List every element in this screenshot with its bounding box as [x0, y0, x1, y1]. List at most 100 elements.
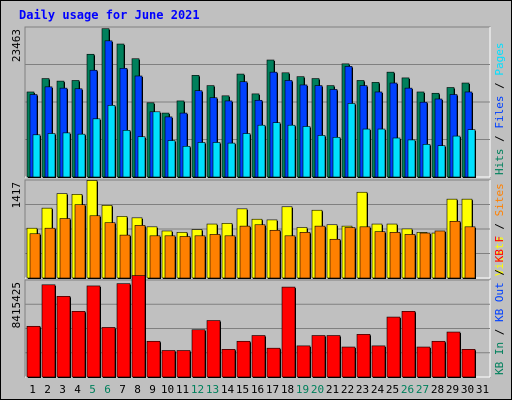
bar-pages-day-13: [212, 142, 221, 178]
x-tick-label: 31: [476, 383, 489, 396]
bar-sites-day-19: [299, 232, 311, 279]
bar-kb-f-day-26: [401, 310, 416, 378]
bar-sites-day-11: [179, 236, 191, 279]
x-tick-label: 29: [446, 383, 459, 396]
bar-sites-day-9: [149, 235, 161, 279]
x-tick-label: 9: [149, 383, 156, 396]
bar-kb-f-day-30: [461, 349, 476, 378]
x-tick-label: 24: [371, 383, 385, 396]
x-tick-label: 23: [356, 383, 369, 396]
bar-kb-f-day-1: [26, 325, 41, 378]
bar-kb-f-day-23: [356, 334, 371, 378]
y-max-label: 23463: [10, 29, 23, 62]
bar-sites-day-10: [164, 235, 176, 279]
legend-entry: Files: [493, 96, 506, 129]
bar-pages-day-28: [437, 145, 446, 178]
bar-pages-day-11: [182, 146, 191, 178]
x-tick-label: 18: [281, 383, 294, 396]
legend-entry: KB In: [493, 342, 506, 375]
bar-sites-day-21: [329, 238, 341, 279]
bar-sites-day-27: [419, 232, 431, 279]
legend-separator: /: [493, 129, 506, 149]
legend-separator: /: [493, 322, 506, 342]
bar-pages-day-5: [92, 118, 101, 178]
bar-kb-f-day-13: [206, 320, 221, 378]
bar-sites-day-3: [59, 218, 71, 279]
legend-entry: Pages: [493, 43, 506, 76]
bar-pages-day-6: [107, 105, 116, 178]
y-max-label: 1417: [10, 182, 23, 209]
bar-kb-f-day-7: [116, 283, 131, 378]
x-tick-label: 2: [44, 383, 51, 396]
bar-sites-day-5: [89, 215, 101, 279]
bar-pages-day-20: [317, 135, 326, 178]
x-tick-label: 20: [311, 383, 324, 396]
bar-sites-day-12: [194, 235, 206, 279]
bar-kb-f-day-15: [236, 340, 251, 378]
bar-pages-day-4: [77, 133, 86, 178]
bar-sites-day-26: [404, 234, 416, 279]
x-tick-label: 25: [386, 383, 399, 396]
bar-kb-f-day-18: [281, 286, 296, 378]
bar-pages-day-3: [62, 132, 71, 178]
bar-sites-day-20: [314, 225, 326, 279]
bar-pages-day-8: [137, 136, 146, 178]
bar-pages-day-29: [452, 135, 461, 178]
bar-kb-f-day-29: [446, 331, 461, 378]
x-tick-label: 13: [206, 383, 219, 396]
bar-kb-f-day-2: [41, 284, 56, 378]
bar-kb-f-day-3: [56, 296, 71, 378]
x-tick-label: 26: [401, 383, 414, 396]
bar-pages-day-23: [362, 128, 371, 178]
x-tick-label: 1: [29, 383, 36, 396]
bar-sites-day-2: [44, 227, 56, 279]
bar-kb-f-day-17: [266, 347, 281, 378]
bar-sites-day-14: [224, 235, 236, 279]
legend-entry: Visits: [493, 236, 506, 276]
bar-sites-day-17: [269, 229, 281, 279]
bar-sites-day-22: [344, 227, 356, 279]
x-tick-label: 12: [191, 383, 204, 396]
bar-kb-f-day-8: [131, 275, 146, 378]
x-tick-label: 8: [134, 383, 141, 396]
x-tick-label: 16: [251, 383, 264, 396]
x-tick-label: 14: [221, 383, 235, 396]
bar-pages-day-7: [122, 130, 131, 178]
bar-pages-day-17: [272, 122, 281, 178]
legend-entry: Hits: [493, 149, 506, 176]
bar-sites-day-4: [74, 204, 86, 279]
x-tick-label: 30: [461, 383, 474, 396]
bar-pages-day-18: [287, 124, 296, 178]
legend: Hits / Files / Pages: [493, 43, 506, 176]
bar-kb-f-day-16: [251, 335, 266, 378]
chart-title: Daily usage for June 2021: [19, 8, 200, 22]
x-tick-label: 15: [236, 383, 249, 396]
x-tick-label: 4: [74, 383, 81, 396]
legend-separator: /: [493, 262, 506, 282]
bar-kb-f-day-27: [416, 346, 431, 378]
legend-text: Visits / Sites: [493, 183, 506, 276]
x-tick-label: 22: [341, 383, 354, 396]
x-tick-label: 19: [296, 383, 309, 396]
bar-kb-f-day-12: [191, 329, 206, 378]
bar-pages-day-14: [227, 142, 236, 178]
bar-kb-f-day-10: [161, 350, 176, 378]
bar-kb-f-day-11: [176, 350, 191, 378]
legend-separator: /: [493, 76, 506, 96]
legend-entry: KB Out: [493, 282, 506, 322]
x-tick-label: 28: [431, 383, 444, 396]
bar-kb-f-day-19: [296, 345, 311, 378]
bar-kb-f-day-14: [221, 349, 236, 378]
bar-pages-day-2: [47, 133, 56, 178]
bar-sites-day-29: [449, 220, 461, 279]
bar-kb-f-day-22: [341, 346, 356, 378]
bar-sites-day-1: [29, 233, 41, 279]
bar-kb-f-day-20: [311, 335, 326, 378]
x-tick-label: 21: [326, 383, 339, 396]
x-tick-label: 6: [104, 383, 111, 396]
bar-pages-day-1: [32, 134, 41, 178]
bar-kb-f-day-5: [86, 285, 101, 378]
bar-sites-day-30: [464, 226, 476, 279]
legend-text: KB In / KB Out / KB F: [493, 236, 506, 375]
bar-pages-day-12: [197, 142, 206, 178]
